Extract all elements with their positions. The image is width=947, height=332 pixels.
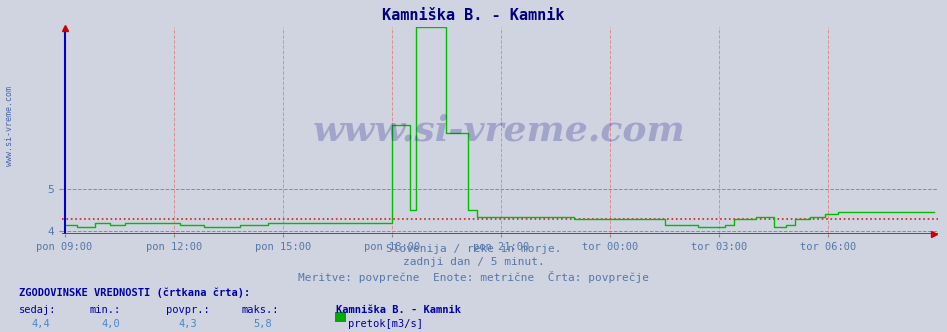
Text: min.:: min.: xyxy=(90,305,121,315)
Text: 4,0: 4,0 xyxy=(101,319,120,329)
Text: sedaj:: sedaj: xyxy=(19,305,57,315)
Text: www.si-vreme.com: www.si-vreme.com xyxy=(5,86,14,166)
Text: Kamniška B. - Kamnik: Kamniška B. - Kamnik xyxy=(336,305,461,315)
Text: maks.:: maks.: xyxy=(241,305,279,315)
Text: ZGODOVINSKE VREDNOSTI (črtkana črta):: ZGODOVINSKE VREDNOSTI (črtkana črta): xyxy=(19,287,250,298)
Text: povpr.:: povpr.: xyxy=(166,305,209,315)
Text: www.si-vreme.com: www.si-vreme.com xyxy=(313,113,686,147)
Text: zadnji dan / 5 minut.: zadnji dan / 5 minut. xyxy=(402,257,545,267)
Text: 4,3: 4,3 xyxy=(178,319,197,329)
Text: 5,8: 5,8 xyxy=(254,319,273,329)
Text: Kamniška B. - Kamnik: Kamniška B. - Kamnik xyxy=(383,8,564,23)
Text: pretok[m3/s]: pretok[m3/s] xyxy=(348,319,423,329)
Text: 4,4: 4,4 xyxy=(31,319,50,329)
Text: Slovenija / reke in morje.: Slovenija / reke in morje. xyxy=(385,244,562,254)
Text: Meritve: povprečne  Enote: metrične  Črta: povprečje: Meritve: povprečne Enote: metrične Črta:… xyxy=(298,271,649,283)
